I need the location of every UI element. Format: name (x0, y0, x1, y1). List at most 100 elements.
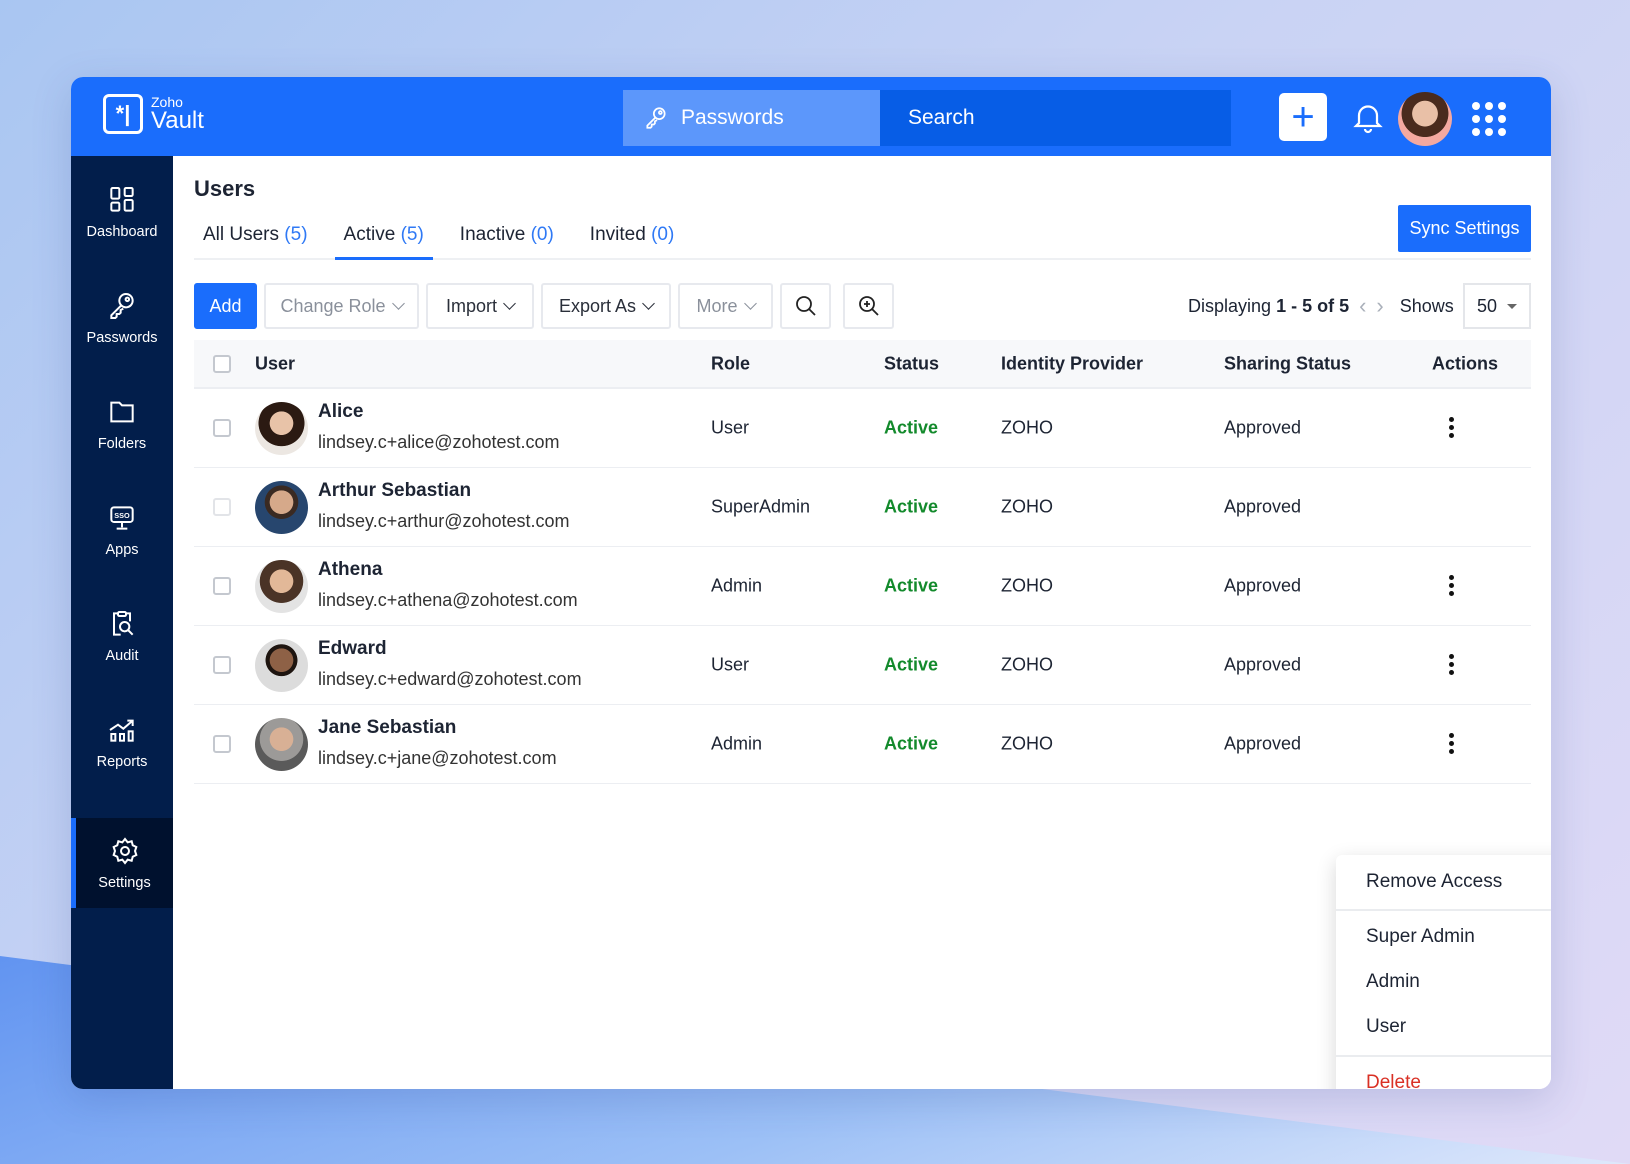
user-email: lindsey.c+arthur@zohotest.com (318, 511, 570, 531)
zoho-vault-logo[interactable]: *| Zoho Vault (103, 94, 204, 134)
menu-item-remove-access[interactable]: Remove Access (1366, 871, 1503, 892)
main-content: Users All Users (5) Active (5) Inactive … (173, 156, 1551, 1089)
export-as-button[interactable]: Export As (541, 283, 671, 329)
chevron-left-icon[interactable]: ‹ (1359, 293, 1367, 318)
table-row[interactable]: Edward lindsey.c+edward@zohotest.com Use… (194, 626, 1531, 705)
menu-item-user[interactable]: User (1366, 1016, 1407, 1037)
divider (1336, 909, 1551, 911)
page-size-select[interactable]: 50 (1463, 283, 1531, 329)
user-role: SuperAdmin (711, 496, 811, 517)
row-checkbox[interactable] (213, 735, 231, 753)
add-button[interactable]: Add (194, 283, 257, 329)
user-email: lindsey.c+edward@zohotest.com (318, 669, 582, 689)
user-role: Admin (711, 575, 763, 596)
sidebar-item-label: Apps (105, 542, 139, 558)
identity-provider: ZOHO (1001, 575, 1053, 596)
vault-logo-icon: *| (103, 94, 143, 134)
column-status[interactable]: Status (884, 353, 940, 373)
tab-count: (0) (651, 224, 675, 245)
identity-provider: ZOHO (1001, 496, 1053, 517)
search-input[interactable]: Search (880, 90, 1231, 146)
sidebar-item-label: Settings (98, 875, 151, 891)
avatar (255, 481, 308, 534)
button-label: Export As (558, 295, 637, 316)
sidebar-item-settings[interactable]: Settings (71, 818, 173, 908)
key-icon (110, 293, 134, 319)
sync-settings-button[interactable]: Sync Settings (1398, 205, 1531, 252)
advanced-search-button[interactable] (843, 283, 894, 329)
column-role[interactable]: Role (711, 353, 751, 373)
menu-item-delete[interactable]: Delete (1366, 1072, 1421, 1089)
sso-icon: SSO (110, 506, 134, 530)
avatar (255, 402, 308, 455)
key-icon (646, 107, 666, 129)
divider (1336, 1055, 1551, 1057)
sidebar-item-passwords[interactable]: Passwords (71, 273, 173, 363)
row-checkbox[interactable] (213, 577, 231, 595)
chevron-down-icon (642, 297, 655, 310)
passwords-tab-label: Passwords (681, 106, 784, 129)
select-all-checkbox[interactable] (213, 354, 231, 373)
more-vertical-icon[interactable] (1449, 733, 1454, 754)
plus-icon[interactable]: + (1279, 93, 1327, 141)
tab-inactive[interactable]: Inactive (0) (451, 216, 563, 260)
column-sharing-status: Sharing Status (1224, 353, 1352, 373)
status-badge: Active (884, 733, 939, 754)
sidebar-item-dashboard[interactable]: Dashboard (71, 167, 173, 257)
menu-item-admin[interactable]: Admin (1366, 971, 1420, 992)
sidebar-item-reports[interactable]: Reports (71, 697, 173, 787)
column-user[interactable]: User (255, 353, 296, 373)
table-row[interactable]: Arthur Sebastian lindsey.c+arthur@zohote… (194, 468, 1531, 547)
sidebar-item-audit[interactable]: Audit (71, 591, 173, 681)
more-button[interactable]: More (678, 283, 773, 329)
avatar (255, 560, 308, 613)
row-checkbox[interactable] (213, 498, 231, 516)
chevron-down-icon (743, 297, 757, 310)
sharing-status: Approved (1224, 417, 1302, 438)
status-badge: Active (884, 496, 939, 517)
search-button[interactable] (780, 283, 831, 329)
passwords-tab[interactable]: Passwords (623, 90, 880, 146)
table-row[interactable]: Athena lindsey.c+athena@zohotest.com Adm… (194, 547, 1531, 626)
column-identity-provider[interactable]: Identity Provider (1001, 353, 1144, 373)
bell-icon[interactable] (1350, 99, 1386, 135)
tab-invited[interactable]: Invited (0) (581, 216, 684, 260)
status-badge: Active (884, 654, 939, 675)
button-label: Import (445, 295, 497, 316)
table-header: User Role Status Identity Provider Shari… (194, 340, 1531, 389)
page-title: Users (194, 176, 256, 201)
user-email: lindsey.c+athena@zohotest.com (318, 590, 578, 610)
avatar (255, 639, 308, 692)
more-vertical-icon[interactable] (1449, 417, 1454, 438)
sharing-status: Approved (1224, 733, 1302, 754)
more-vertical-icon[interactable] (1449, 575, 1454, 596)
row-checkbox[interactable] (213, 419, 231, 437)
tab-active[interactable]: Active (5) (334, 216, 433, 260)
table-row[interactable]: Jane Sebastian lindsey.c+jane@zohotest.c… (194, 705, 1531, 784)
menu-item-super-admin[interactable]: Super Admin (1366, 926, 1475, 947)
row-checkbox[interactable] (213, 656, 231, 674)
tab-label: Invited (589, 224, 646, 245)
displaying-label: Displaying (1188, 295, 1272, 316)
search-icon (795, 296, 816, 316)
user-name: Edward (318, 638, 387, 659)
sidebar-item-folders[interactable]: Folders (71, 379, 173, 469)
user-role: User (711, 417, 750, 438)
change-role-button[interactable]: Change Role (264, 283, 419, 329)
identity-provider: ZOHO (1001, 654, 1053, 675)
user-role: User (711, 654, 750, 675)
grid-icon[interactable] (1472, 102, 1506, 136)
more-vertical-icon[interactable] (1449, 654, 1454, 675)
import-button[interactable]: Import (426, 283, 534, 329)
audit-icon (113, 611, 134, 636)
tab-label: All Users (203, 224, 280, 245)
sidebar-item-apps[interactable]: SSO Apps (71, 485, 173, 575)
tab-all-users[interactable]: All Users (5) (194, 216, 317, 260)
user-avatar[interactable] (1398, 92, 1452, 146)
user-name: Arthur Sebastian (318, 480, 472, 501)
table-row[interactable]: Alice lindsey.c+alice@zohotest.com User … (194, 389, 1531, 468)
identity-provider: ZOHO (1001, 733, 1053, 754)
user-email: lindsey.c+alice@zohotest.com (318, 432, 560, 452)
chevron-right-icon[interactable]: › (1376, 293, 1384, 318)
top-header: *| Zoho Vault Passwords Search + (71, 77, 1551, 156)
